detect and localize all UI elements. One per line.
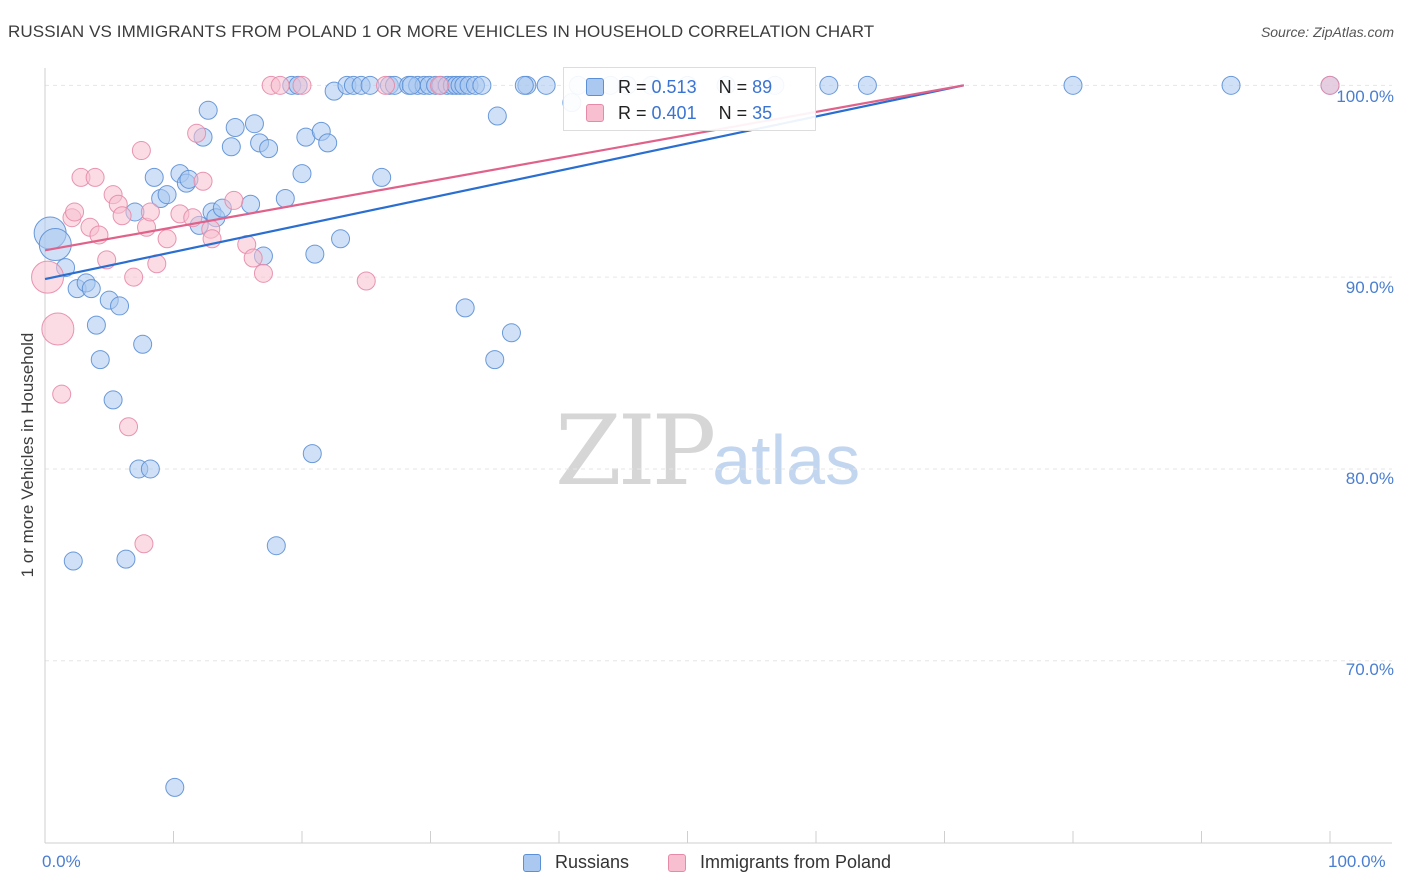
russians-point-77 xyxy=(455,298,475,318)
poland-point-1 xyxy=(41,312,75,346)
russians-point-90 xyxy=(165,777,185,797)
russians-point-17 xyxy=(144,167,164,187)
russians-point-52 xyxy=(372,167,392,187)
poland-point-20 xyxy=(157,229,177,249)
russians-point-70 xyxy=(487,106,507,126)
russians-point-14 xyxy=(133,334,153,354)
russians-point-75 xyxy=(485,350,505,370)
russians-point-1 xyxy=(38,228,72,262)
russians-point-10 xyxy=(110,296,130,316)
poland-point-32 xyxy=(270,75,290,95)
x-tick-0: 0.0% xyxy=(42,852,81,871)
poland-swatch xyxy=(586,104,604,122)
x-tick-100: 100.0% xyxy=(1328,852,1386,871)
chart-title: RUSSIAN VS IMMIGRANTS FROM POLAND 1 OR M… xyxy=(8,22,875,41)
russians-point-76 xyxy=(501,323,521,343)
russians-point-78 xyxy=(514,75,534,95)
russians-point-42 xyxy=(302,444,322,464)
axes xyxy=(44,68,1392,844)
poland-point-2 xyxy=(52,384,72,404)
russians-point-31 xyxy=(241,194,261,214)
poland-legend-swatch xyxy=(668,853,686,872)
poland-point-35 xyxy=(376,75,396,95)
poland-point-36 xyxy=(429,75,449,95)
poland-point-18 xyxy=(140,202,160,222)
russians-point-11 xyxy=(116,549,136,569)
russians-point-69 xyxy=(472,75,492,95)
poland-point-7 xyxy=(85,167,105,187)
russians-point-40 xyxy=(292,164,312,184)
poland-point-24 xyxy=(193,171,213,191)
russians-point-37 xyxy=(275,189,295,209)
russians-legend-swatch xyxy=(523,853,541,872)
russians-point-36 xyxy=(266,536,286,556)
russians-point-88 xyxy=(1221,75,1241,95)
russians-point-59 xyxy=(401,75,421,95)
russians-point-19 xyxy=(157,185,177,205)
poland-point-4 xyxy=(65,202,85,222)
russians-point-12 xyxy=(63,551,83,571)
stats-legend: R = 0.513 N = 89 R = 0.401 N = 35 xyxy=(563,67,816,131)
grid xyxy=(45,84,1392,662)
watermark-atlas: atlas xyxy=(712,421,861,499)
legend-row-russians: R = 0.513 N = 89 xyxy=(586,75,772,99)
poland-point-12 xyxy=(112,206,132,226)
poland-point-15 xyxy=(131,141,151,161)
poland-point-27 xyxy=(224,190,244,210)
russians-point-30 xyxy=(225,118,245,138)
russians-point-32 xyxy=(244,114,264,134)
poland-point-33 xyxy=(292,75,312,95)
russians-point-43 xyxy=(305,244,325,264)
russians-point-86 xyxy=(857,75,877,95)
legend-item-poland[interactable]: Immigrants from Poland xyxy=(668,852,891,873)
y-tick-70: 70.0% xyxy=(1345,660,1394,679)
data-points xyxy=(31,75,1340,797)
watermark-zip: ZIP xyxy=(555,395,716,507)
russians-point-85 xyxy=(819,75,839,95)
legend-item-russians[interactable]: Russians xyxy=(523,852,629,873)
legend-row-poland: R = 0.401 N = 35 xyxy=(586,101,772,125)
y-tick-100: 100.0% xyxy=(1336,87,1394,106)
y-tick-80: 80.0% xyxy=(1345,469,1394,488)
russians-point-45 xyxy=(318,133,338,153)
bottom-legend: Russians Immigrants from Poland xyxy=(0,852,1406,876)
russians-point-5 xyxy=(81,279,101,299)
russians-point-25 xyxy=(198,100,218,120)
russians-point-47 xyxy=(331,229,351,249)
poland-point-0 xyxy=(31,260,65,294)
russians-point-35 xyxy=(259,139,279,159)
russians-swatch xyxy=(586,78,604,96)
russians-point-7 xyxy=(90,350,110,370)
russians-point-9 xyxy=(103,390,123,410)
poland-point-34 xyxy=(356,271,376,291)
russians-point-6 xyxy=(86,315,106,335)
poland-point-16 xyxy=(134,534,154,554)
russians-point-87 xyxy=(1063,75,1083,95)
poland-point-14 xyxy=(124,267,144,287)
russians-point-72 xyxy=(536,75,556,95)
poland-point-13 xyxy=(119,417,139,437)
poland-point-30 xyxy=(253,263,273,283)
poland-point-37 xyxy=(1320,75,1340,95)
source-label: Source: ZipAtlas.com xyxy=(1260,24,1394,40)
russians-point-29 xyxy=(221,137,241,157)
poland-point-23 xyxy=(187,123,207,143)
watermark: ZIPatlas xyxy=(555,395,860,507)
poland-point-29 xyxy=(243,248,263,268)
russians-point-16 xyxy=(140,459,160,479)
y-tick-90: 90.0% xyxy=(1345,278,1394,297)
